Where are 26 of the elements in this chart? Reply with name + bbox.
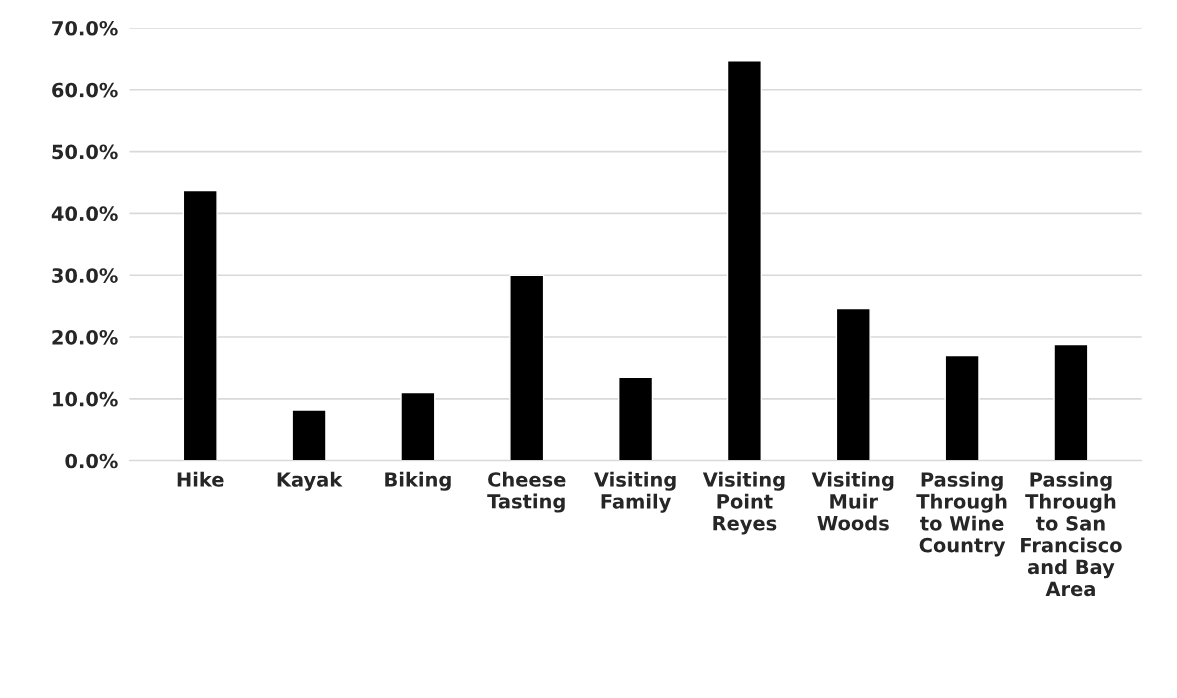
y-tick-label: 30.0% [52,268,118,283]
bar [182,189,218,461]
bar [1053,343,1089,461]
y-tick-label: 0.0% [65,453,118,469]
y-tick-label: 40.0% [51,206,118,222]
x-tick-label: Visiting Family [594,471,676,513]
x-tick-label: Visiting Muir Woods [811,471,894,531]
x-tick-label: Cheese Tasting [487,471,566,513]
x-tick-label: Hike [177,471,224,487]
y-tick-label: 20.0% [52,329,118,345]
bar [944,354,980,461]
x-tick-label: Kayak [277,471,343,491]
y-tick-label: 70.0% [52,20,118,36]
x-tick-label: Visiting Point Reyes [702,471,785,535]
bar [291,409,327,461]
y-tick-label: 10.0% [53,391,118,407]
x-tick-label: Passing Through to San Francisco and Bay Area [1021,471,1122,597]
x-tick-label: Biking [385,471,451,491]
x-tick-label: Passing Through to Wine Country [916,471,1007,557]
bar [618,376,654,461]
bar [835,307,871,461]
bar [400,391,436,461]
y-tick-label: 60.0% [52,82,118,98]
bar [726,59,762,461]
bar [509,274,545,461]
y-tick-label: 50.0% [52,144,118,160]
